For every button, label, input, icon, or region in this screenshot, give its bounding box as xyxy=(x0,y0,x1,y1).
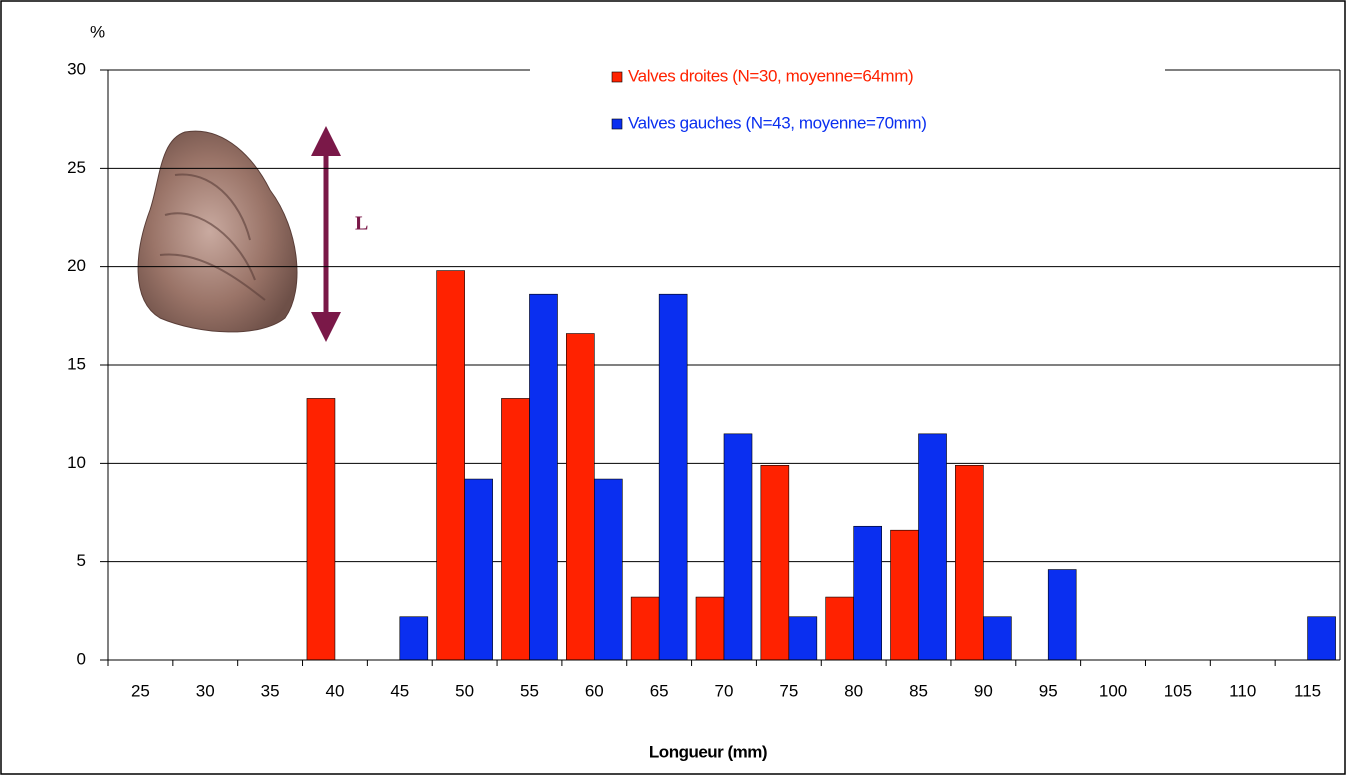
bar xyxy=(566,333,595,661)
y-tick-label: 0 xyxy=(77,649,86,668)
x-tick-label: 80 xyxy=(844,681,863,700)
bar xyxy=(436,270,465,661)
y-tick-label: 20 xyxy=(67,256,86,275)
x-tick-label: 35 xyxy=(261,681,280,700)
bar xyxy=(983,616,1012,661)
legend-swatch xyxy=(611,118,623,130)
legend-background xyxy=(530,55,1165,150)
bar xyxy=(788,616,818,661)
x-tick-label: 70 xyxy=(715,681,734,700)
x-tick-label: 105 xyxy=(1164,681,1192,700)
bar xyxy=(723,433,753,661)
x-tick-label: 90 xyxy=(974,681,993,700)
x-tick-label: 115 xyxy=(1294,681,1321,700)
x-axis-title: Longueur (mm) xyxy=(649,742,767,761)
bar xyxy=(918,433,947,661)
x-tick-label: 75 xyxy=(779,681,798,700)
x-tick-label: 25 xyxy=(131,681,150,700)
x-tick-label: 95 xyxy=(1039,681,1058,700)
legend-label: Valves gauches (N=43, moyenne=70mm) xyxy=(628,113,926,132)
x-tick-label: 65 xyxy=(650,681,669,700)
arrow-head xyxy=(311,312,341,342)
bar xyxy=(695,596,725,661)
y-axis-label: % xyxy=(90,22,105,41)
bar xyxy=(501,398,530,661)
bar xyxy=(399,616,429,661)
x-tick-label: 55 xyxy=(520,681,539,700)
x-tick-label: 45 xyxy=(390,681,409,700)
x-tick-label: 60 xyxy=(585,681,604,700)
x-tick-label: 110 xyxy=(1229,681,1256,700)
bar xyxy=(760,464,790,661)
x-tick-label: 100 xyxy=(1099,681,1127,700)
y-tick-label: 5 xyxy=(77,551,86,570)
bar xyxy=(464,478,493,661)
bar xyxy=(306,398,336,661)
bar xyxy=(594,478,623,661)
bar xyxy=(955,464,984,661)
bar xyxy=(529,293,558,661)
legend-label: Valves droites (N=30, moyenne=64mm) xyxy=(628,66,913,85)
x-tick-label: 30 xyxy=(196,681,215,700)
bar xyxy=(1307,616,1336,661)
bar xyxy=(658,293,688,661)
y-tick-label: 10 xyxy=(67,453,86,472)
oyster-image xyxy=(137,130,298,333)
bar xyxy=(825,596,854,661)
bar xyxy=(890,529,919,661)
y-tick-label: 30 xyxy=(67,59,86,78)
x-tick-label: 85 xyxy=(909,681,928,700)
bar xyxy=(1047,569,1077,661)
bar xyxy=(853,525,882,661)
annotation: L xyxy=(355,213,368,235)
legend-swatch xyxy=(611,71,623,83)
x-tick-label: 50 xyxy=(455,681,474,700)
y-tick-label: 25 xyxy=(67,158,86,177)
x-tick-label: 40 xyxy=(325,681,344,700)
y-tick-label: 15 xyxy=(67,354,86,373)
arrow-head xyxy=(311,126,341,156)
bar xyxy=(630,596,660,661)
